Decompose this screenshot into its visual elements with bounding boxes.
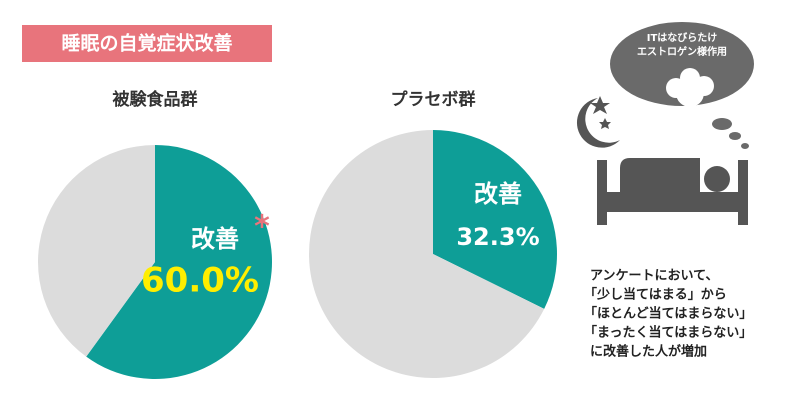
cloud-bubble — [712, 118, 732, 130]
note-line: アンケートにおいて、 — [590, 269, 718, 284]
blanket — [620, 158, 700, 192]
note-line: に改善した人が増加 — [590, 344, 707, 360]
head — [704, 166, 730, 192]
slice-label: 改善 — [191, 225, 239, 253]
pie-slice — [308, 130, 545, 378]
cloud-bubble — [729, 132, 741, 140]
note-line: 「少し当てはまる」から — [584, 287, 727, 303]
cloud-text: ITはなびらたけ — [647, 31, 718, 44]
header-title: 睡眠の自覚症状改善 — [61, 32, 232, 55]
mushroom-icon — [666, 78, 686, 98]
chart-title: 被験食品群 — [113, 89, 198, 110]
star — [590, 96, 610, 114]
value-label: 32.3% — [456, 223, 539, 251]
note: アンケートにおいて、「少し当てはまる」から「ほとんど当てはまらない」「まったく当… — [584, 269, 752, 360]
star — [599, 118, 611, 129]
note-line: 「まったく当てはまらない」 — [584, 325, 752, 341]
mushroom-icon — [680, 68, 700, 88]
pie-slice — [433, 130, 557, 309]
cloud-text: エストロゲン様作用 — [637, 45, 727, 58]
slice-label: 改善 — [474, 180, 522, 208]
sleep-illustration: ITはなびらたけ エストロゲン様作用 — [576, 22, 754, 225]
header-box — [22, 25, 272, 62]
note-line: 「ほとんど当てはまらない」 — [584, 306, 752, 322]
thought-cloud — [610, 22, 754, 106]
chart-title: プラセボ群 — [391, 89, 476, 110]
moon — [576, 98, 620, 148]
significance-mark: * — [254, 210, 270, 245]
value-label: 60.0% — [141, 261, 259, 301]
pie-slice — [37, 145, 155, 357]
pie-slice — [86, 145, 272, 379]
cloud-bubble — [741, 143, 749, 149]
bed-frame — [597, 192, 748, 212]
